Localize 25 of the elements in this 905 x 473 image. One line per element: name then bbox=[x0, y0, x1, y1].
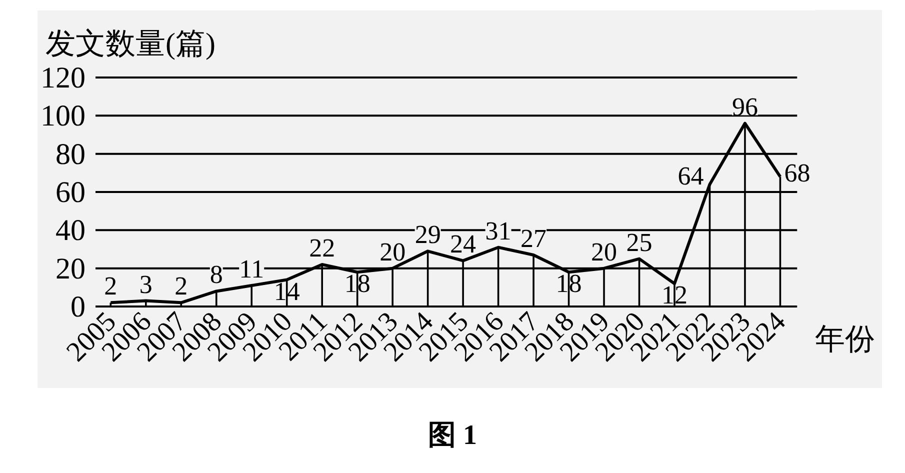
data-label: 68 bbox=[784, 158, 810, 188]
caption: 图 1 bbox=[428, 419, 477, 453]
data-label: 29 bbox=[414, 220, 441, 250]
data-label: 31 bbox=[485, 216, 512, 246]
data-label: 64 bbox=[678, 161, 704, 190]
data-label: 8 bbox=[210, 260, 223, 290]
y-tick-label: 100 bbox=[40, 100, 86, 133]
y-tick-label: 20 bbox=[56, 252, 86, 286]
y-tick-label: 60 bbox=[56, 176, 86, 209]
data-label: 24 bbox=[450, 230, 476, 259]
data-label: 96 bbox=[732, 92, 758, 122]
data-label: 20 bbox=[591, 237, 618, 266]
y-tick-label: 40 bbox=[56, 214, 86, 248]
x-axis-title: 年份 bbox=[815, 322, 875, 358]
data-label: 11 bbox=[239, 254, 264, 284]
data-label: 22 bbox=[309, 234, 336, 263]
y-axis-title: 发文数量(篇) bbox=[46, 28, 216, 60]
y-tick-label: 120 bbox=[40, 62, 86, 94]
data-label: 20 bbox=[380, 237, 406, 266]
data-label: 2 bbox=[104, 272, 118, 301]
data-label: 27 bbox=[520, 224, 547, 253]
data-label: 3 bbox=[139, 270, 152, 299]
data-label: 2 bbox=[174, 272, 188, 301]
data-label: 25 bbox=[626, 228, 652, 257]
y-tick-label: 80 bbox=[56, 138, 86, 171]
